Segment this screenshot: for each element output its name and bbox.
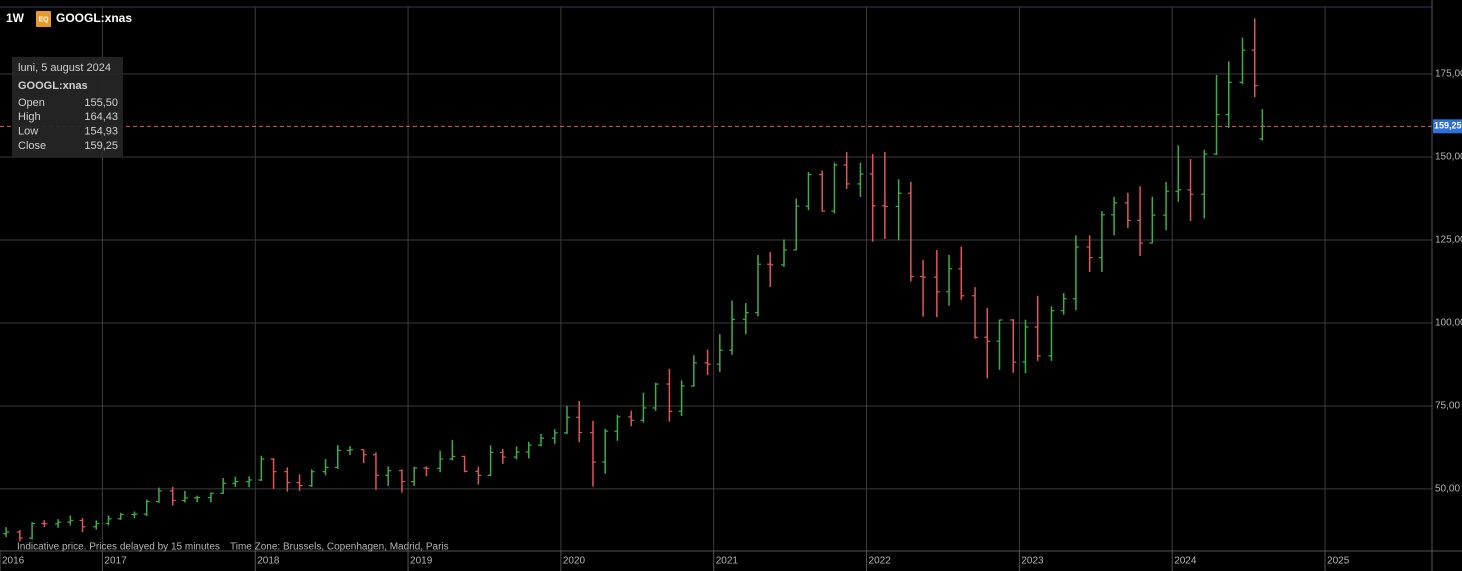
x-tick-label: 2017	[104, 556, 127, 567]
tooltip-value: 154,93	[84, 126, 118, 138]
tooltip-value: 159,25	[84, 140, 118, 152]
tooltip: luni, 5 august 2024 GOOGL:xnas Open 155,5…	[12, 57, 123, 157]
y-tick-label: 175,00	[1435, 69, 1462, 80]
interval[interactable]: 1W	[6, 11, 25, 25]
axes: 50,00 75,00 100,00 125,00 150,00 175,00 2016 20…	[0, 69, 1462, 571]
tooltip-label: Open	[18, 97, 45, 109]
footer-note: Indicative price. Prices delayed by 15 m…	[17, 542, 220, 553]
symbol[interactable]: GOOGL:xnas	[56, 11, 132, 25]
y-tick-label: 50,00	[1435, 484, 1460, 495]
y-tick-label: 125,00	[1435, 235, 1462, 246]
y-tick-label: 150,00	[1435, 152, 1462, 163]
last-price-label: 159,25	[1434, 121, 1462, 131]
badge-bg	[36, 11, 51, 27]
tooltip-value: 155,50	[84, 97, 118, 109]
bars	[0, 18, 1432, 542]
tooltip-symbol: GOOGL:xnas	[18, 80, 88, 92]
x-tick-label: 2022	[869, 556, 892, 567]
tooltip-label: High	[18, 111, 41, 123]
tooltip-bg	[12, 57, 123, 157]
x-tick-label: 2024	[1174, 556, 1197, 567]
x-tick-label: 2019	[410, 556, 433, 567]
footer-timezone: Time Zone: Brussels, Copenhagen, Madrid,…	[230, 542, 449, 553]
y-tick-label: 75,00	[1435, 401, 1460, 412]
tooltip-label: Close	[18, 140, 46, 152]
last-price-box	[1433, 119, 1462, 134]
tooltip-label: Low	[18, 126, 38, 138]
grid	[0, 7, 1432, 551]
x-tick-label: 2020	[563, 556, 586, 567]
tooltip-value: 164,43	[84, 111, 118, 123]
x-tick-label: 2023	[1021, 556, 1044, 567]
tooltip-rows: Open 155,50 High 164,43 Low 154,93 Close 159,25	[18, 97, 118, 152]
x-tick-label: 2018	[257, 556, 280, 567]
x-tick-label: 2021	[716, 556, 739, 567]
x-tick-label: 2016	[2, 556, 25, 567]
tooltip-date: luni, 5 august 2024	[18, 62, 111, 74]
x-tick-label: 2025	[1327, 556, 1350, 567]
badge: EQ	[38, 16, 49, 23]
y-tick-label: 100,00	[1435, 318, 1462, 329]
